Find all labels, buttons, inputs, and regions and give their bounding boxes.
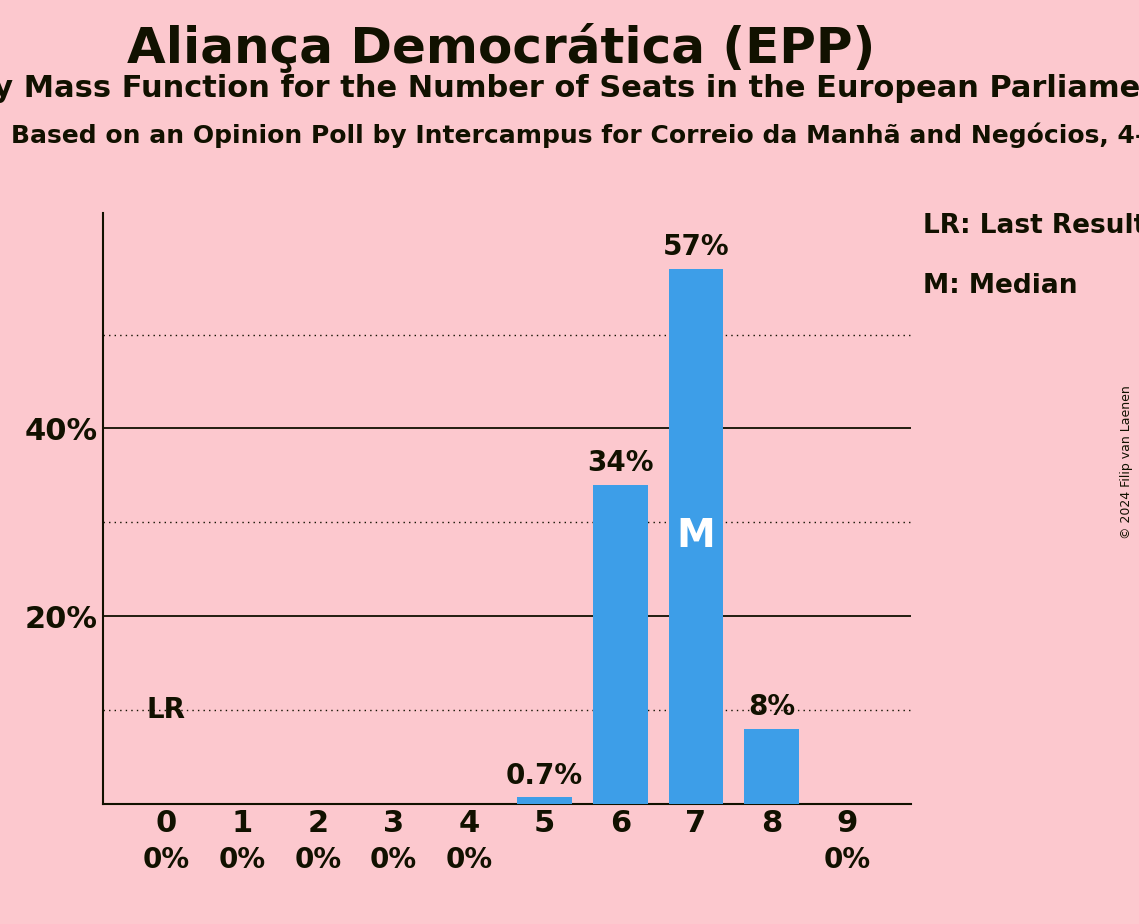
Text: 0%: 0% <box>370 846 417 874</box>
Text: 0%: 0% <box>142 846 190 874</box>
Text: © 2024 Filip van Laenen: © 2024 Filip van Laenen <box>1121 385 1133 539</box>
Text: 0%: 0% <box>445 846 492 874</box>
Text: LR: LR <box>147 696 186 724</box>
Bar <box>669 269 723 804</box>
Text: 0%: 0% <box>219 846 265 874</box>
Text: Based on an Opinion Poll by Intercampus for Correio da Manhã and Negócios, 4–10 : Based on an Opinion Poll by Intercampus … <box>11 123 1139 149</box>
Text: 0%: 0% <box>294 846 342 874</box>
Text: 57%: 57% <box>663 234 729 261</box>
Text: Aliança Democrática (EPP): Aliança Democrática (EPP) <box>128 23 875 73</box>
Text: Probability Mass Function for the Number of Seats in the European Parliament: Probability Mass Function for the Number… <box>0 74 1139 103</box>
Text: 0%: 0% <box>823 846 871 874</box>
Text: 34%: 34% <box>587 449 654 477</box>
Text: M: Median: M: Median <box>923 273 1077 298</box>
Text: LR: Last Result: LR: Last Result <box>923 213 1139 238</box>
Bar <box>517 797 572 804</box>
Text: 0.7%: 0.7% <box>506 761 583 790</box>
Bar <box>745 729 798 804</box>
Text: 8%: 8% <box>748 693 795 722</box>
Bar <box>593 485 648 804</box>
Text: M: M <box>677 517 715 555</box>
